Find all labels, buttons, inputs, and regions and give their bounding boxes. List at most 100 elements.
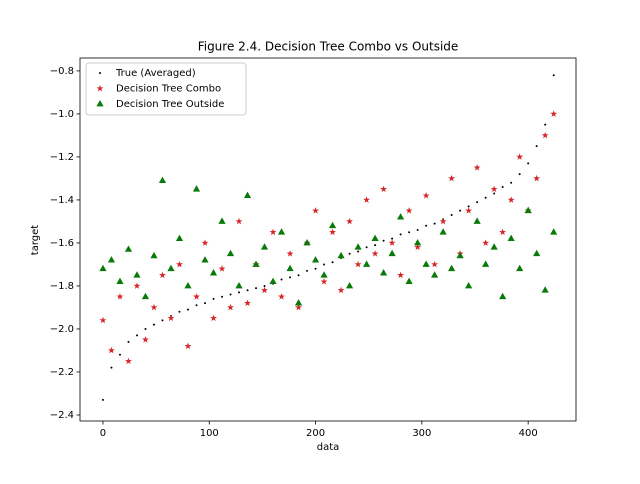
point: [337, 251, 345, 259]
point: [379, 269, 388, 276]
point: [397, 213, 405, 220]
point: [382, 239, 385, 242]
point: [380, 185, 388, 193]
point: [473, 164, 481, 171]
point: [210, 314, 217, 322]
point: [328, 221, 337, 229]
point: [184, 281, 192, 289]
point: [311, 256, 320, 263]
x-tick-label: 300: [412, 428, 431, 439]
point: [201, 256, 209, 263]
point: [337, 286, 345, 294]
point: [238, 291, 241, 294]
point: [507, 196, 515, 203]
point: [320, 278, 328, 285]
point: [280, 278, 283, 281]
point: [357, 250, 360, 253]
point: [144, 327, 147, 330]
point: [101, 398, 104, 401]
point: [490, 243, 498, 250]
point: [297, 274, 300, 277]
point: [118, 353, 121, 356]
point: [499, 228, 507, 236]
point: [195, 304, 198, 307]
y-tick-label: −1.0: [50, 109, 74, 120]
point: [209, 269, 218, 276]
point: [133, 271, 141, 278]
point: [260, 243, 269, 250]
point: [99, 72, 101, 74]
y-tick-label: −2.2: [50, 367, 74, 378]
point: [246, 289, 249, 292]
x-tick-label: 0: [100, 428, 106, 439]
point: [96, 84, 104, 92]
point: [331, 261, 334, 264]
point: [158, 176, 167, 183]
point: [255, 287, 258, 290]
point: [448, 264, 456, 272]
point: [312, 207, 319, 214]
point: [135, 334, 138, 337]
point: [362, 260, 371, 267]
point: [501, 186, 504, 189]
point: [516, 153, 524, 160]
point: [459, 209, 462, 212]
point: [431, 271, 439, 278]
point: [425, 224, 428, 227]
point: [227, 303, 234, 311]
point: [96, 100, 104, 107]
point: [414, 238, 422, 246]
point: [465, 281, 473, 289]
point: [159, 271, 166, 279]
y-axis-label: target: [30, 225, 41, 255]
point: [414, 243, 422, 251]
point: [541, 131, 549, 139]
point: [204, 302, 207, 305]
point: [141, 292, 150, 300]
point: [150, 303, 158, 311]
point: [221, 295, 224, 298]
y-tick-label: −2.0: [50, 324, 74, 335]
point: [329, 228, 336, 236]
point: [192, 185, 201, 192]
legend-box: [85, 62, 247, 116]
point: [422, 260, 430, 267]
point: [235, 281, 243, 289]
point: [354, 243, 362, 250]
point: [323, 263, 326, 266]
y-tick-label: −2.4: [50, 410, 74, 421]
point: [150, 251, 158, 259]
point: [533, 249, 541, 257]
y-tick-label: −1.6: [50, 238, 74, 249]
point: [533, 174, 541, 182]
point: [99, 316, 107, 324]
point: [550, 228, 558, 235]
point: [142, 336, 149, 343]
point: [354, 260, 362, 268]
point: [456, 251, 464, 259]
point: [550, 110, 558, 117]
point: [212, 297, 215, 300]
point: [450, 213, 453, 216]
x-tick-label: 100: [200, 428, 219, 439]
point: [289, 276, 292, 279]
point: [408, 231, 411, 234]
point: [516, 264, 524, 272]
point: [303, 238, 311, 246]
point: [433, 222, 436, 225]
point: [371, 234, 379, 242]
point: [201, 239, 209, 246]
point: [431, 260, 439, 268]
point: [218, 265, 226, 272]
point: [269, 277, 277, 285]
y-tick-label: −0.8: [50, 66, 74, 77]
point: [243, 191, 252, 199]
point: [371, 250, 379, 257]
point: [346, 217, 353, 225]
y-tick-label: −1.4: [50, 195, 74, 206]
legend-label: True (Averaged): [115, 68, 196, 79]
point: [176, 260, 183, 268]
point: [306, 269, 309, 272]
point: [345, 281, 354, 289]
